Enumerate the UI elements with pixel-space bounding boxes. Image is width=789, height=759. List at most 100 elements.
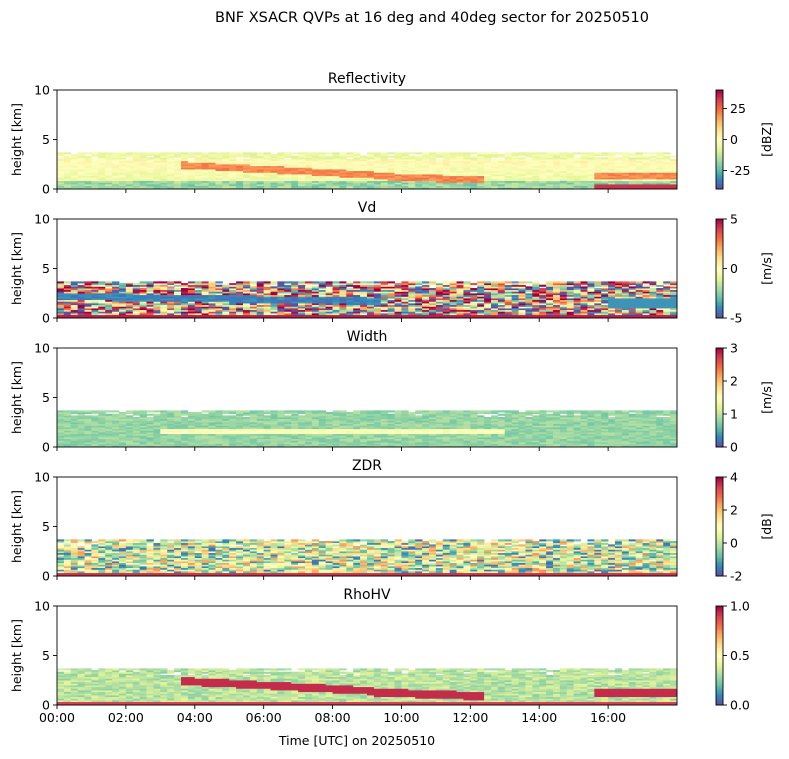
heatmap-cell [360,311,368,314]
heatmap-cell [477,152,485,155]
heatmap-cell [91,314,99,317]
heatmap-cell [119,187,127,190]
heatmap-cell [587,175,595,178]
heatmap-cell [181,303,189,306]
heatmap-cell [401,154,409,157]
heatmap-cell [153,294,161,297]
heatmap-cell [339,289,347,292]
heatmap-cell [442,175,451,178]
heatmap-cell [415,159,423,162]
heatmap-cell [594,185,602,188]
colorbar-segment [716,90,723,93]
heatmap-cell [256,286,265,289]
heatmap-cell [656,174,664,177]
heatmap-cell [284,311,292,314]
heatmap-cell [332,169,340,172]
heatmap-cell [236,180,244,183]
heatmap-cell [628,177,637,180]
heatmap-cell [256,311,265,314]
heatmap-cell [298,286,306,289]
heatmap-cell [415,182,423,185]
heatmap-cell [353,180,361,183]
heatmap-cell [373,291,382,294]
heatmap-cell [463,152,471,155]
colorbar-segment [716,99,723,103]
heatmap-cell [222,180,230,183]
heatmap-cell [504,170,513,173]
heatmap-cell [484,152,492,155]
heatmap-cell [160,311,168,314]
heatmap-cell [291,165,299,168]
heatmap-cell [132,313,141,316]
heatmap-cell [532,155,540,158]
heatmap-cell [408,177,416,180]
heatmap-cell [98,410,106,413]
heatmap-cell [497,160,506,163]
heatmap-cell [284,289,292,292]
heatmap-cell [373,160,382,163]
heatmap-cell [277,410,285,413]
heatmap-cell [394,314,402,317]
heatmap-cell [670,159,678,162]
heatmap-cell [263,174,271,177]
heatmap-cell [146,298,154,301]
heatmap-cell [642,187,650,190]
heatmap-cell [70,301,79,304]
heatmap-cell [621,154,630,157]
heatmap-cell [394,289,402,292]
heatmap-cell [305,169,313,172]
heatmap-cell [601,172,609,175]
heatmap-cell [291,179,299,182]
heatmap-cell [63,169,72,172]
heatmap-cell [532,182,540,185]
heatmap-cell [587,162,595,165]
heatmap-cell [525,164,533,167]
heatmap-cell [394,301,402,304]
heatmap-cell [160,175,168,178]
heatmap-cell [621,179,630,182]
heatmap-cell [442,164,451,167]
heatmap-cell [463,167,471,170]
heatmap-cell [463,172,471,175]
heatmap-cell [429,179,437,182]
heatmap-cell [311,298,320,301]
heatmap-cell [587,179,595,182]
heatmap-cell [360,157,368,160]
heatmap-cell [91,175,99,178]
heatmap-cell [146,294,154,297]
heatmap-cell [187,175,196,178]
heatmap-cell [298,314,306,317]
heatmap-cell [57,291,65,294]
heatmap-cell [367,162,375,165]
heatmap-cell [181,291,189,294]
heatmap-cell [635,184,643,187]
heatmap-cell [573,164,581,167]
heatmap-cell [394,175,402,178]
heatmap-cell [332,303,340,306]
heatmap-cell [222,294,230,297]
heatmap-cell [470,165,478,168]
heatmap-cell [174,155,182,158]
heatmap-cell [373,184,382,187]
heatmap-cell [332,184,340,187]
heatmap-cell [77,309,85,312]
heatmap-cell [119,167,127,170]
heatmap-cell [98,303,106,306]
heatmap-cell [360,284,368,287]
heatmap-cell [504,157,513,160]
heatmap-cell [194,288,203,291]
heatmap-cell [63,410,72,413]
heatmap-cell [229,177,237,180]
heatmap-cell [401,187,409,190]
heatmap-cell [132,169,141,172]
heatmap-cell [167,174,175,177]
heatmap-cell [470,162,478,165]
heatmap-cell [236,299,244,302]
heatmap-cell [615,187,623,190]
heatmap-cell [284,154,292,157]
heatmap-cell [208,164,216,167]
heatmap-cell [387,164,395,167]
heatmap-cell [243,175,251,178]
heatmap-cell [77,296,85,299]
heatmap-cell [621,187,630,190]
